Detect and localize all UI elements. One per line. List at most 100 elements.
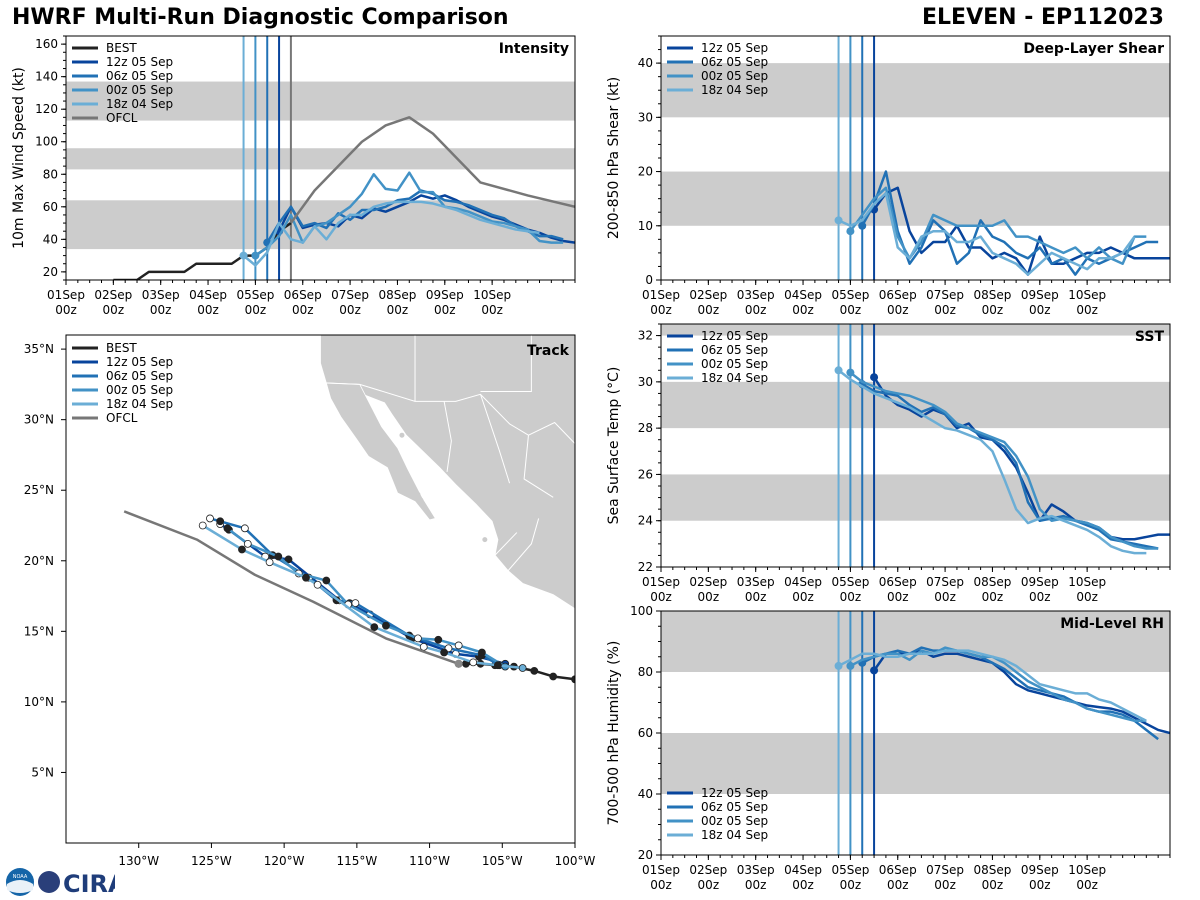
island-2 (399, 432, 405, 438)
intensity-ytick-label: 60 (43, 200, 58, 214)
intensity-xtick-label-hour: 00z (292, 303, 314, 317)
sst-line-00z-05-sep (849, 371, 1159, 550)
state-border-1 (479, 394, 511, 484)
sst-xtick-label-day: 04Sep (784, 575, 822, 589)
intensity-legend-label: 18z 04 Sep (106, 97, 173, 111)
sst-start-00z-05-sep (846, 368, 855, 377)
noaa-wave (7, 880, 33, 893)
rh-xtick-label-day: 02Sep (689, 863, 727, 877)
rh-ylabel: 700-500 hPa Humidity (%) (606, 641, 622, 826)
sst-ytick-label: 24 (638, 514, 653, 528)
intensity-ylabel: 10m Max Wind Speed (kt) (11, 67, 27, 249)
intensity-legend-label: 12z 05 Sep (106, 55, 173, 69)
track-point-00z-05-sep (454, 641, 463, 650)
track-xtick-label: 115°W (336, 854, 377, 868)
track-point-00z-05-sep (434, 635, 443, 644)
sst-legend-label: 18z 04 Sep (701, 371, 768, 385)
sst-band-1 (661, 381, 1170, 429)
storm-id-title: ELEVEN - EP112023 (922, 5, 1164, 30)
intensity-line-ofcl (289, 116, 575, 224)
rh-xtick-label-day: 10Sep (1068, 863, 1106, 877)
state-border-3 (507, 518, 540, 571)
sst-line-06z-05-sep (861, 383, 1159, 550)
sst-panel: 22242628303201Sep00z02Sep00z03Sep00z04Se… (606, 323, 1171, 604)
track-point-00z-05-sep (223, 524, 232, 533)
shear-ytick-label: 0 (645, 273, 653, 287)
track-point-best (530, 666, 539, 675)
rh-ytick-label: 20 (638, 848, 653, 862)
page-title: HWRF Multi-Run Diagnostic Comparison (12, 5, 509, 30)
sst-xtick-label-day: 02Sep (689, 575, 727, 589)
rh-start-18z-04-sep (834, 661, 843, 670)
sst-xtick-label-day: 08Sep (973, 575, 1011, 589)
sst-legend-label: 12z 05 Sep (701, 329, 768, 343)
rh-ytick-label: 60 (638, 726, 653, 740)
rh-series-group (834, 646, 1170, 741)
rh-xtick-label-hour: 00z (650, 878, 672, 892)
track-legend-label: 00z 05 Sep (106, 383, 173, 397)
rh-line-00z-05-sep (849, 646, 1147, 723)
rh-xtick-label-hour: 00z (1076, 878, 1098, 892)
rh-xtick-label-hour: 00z (745, 878, 767, 892)
track-ytick-label: 20°N (24, 554, 54, 568)
shear-xtick-label-day: 01Sep (642, 288, 680, 302)
intensity-xtick-label-hour: 00z (103, 303, 125, 317)
shear-legend-label: 06z 05 Sep (701, 55, 768, 69)
sst-ytick-label: 32 (638, 329, 653, 343)
shear-ytick-label: 10 (638, 219, 653, 233)
sst-xtick-label-day: 10Sep (1068, 575, 1106, 589)
track-legend-label: 18z 04 Sep (106, 397, 173, 411)
rh-xtick-label-hour: 00z (840, 878, 862, 892)
sst-frame (660, 323, 1171, 568)
shear-xtick-label-day: 06Sep (879, 288, 917, 302)
sst-xtick-label-hour: 00z (934, 590, 956, 604)
rh-ytick-label: 80 (638, 665, 653, 679)
intensity-ytick-label: 140 (35, 70, 58, 84)
track-panel: 130°W 125°W 120°W 115°W 110°W 105°W 100°W 5°N 10… (24, 334, 596, 868)
track-xtick-label: 120°W (264, 854, 305, 868)
intensity-ytick-label: 20 (43, 265, 58, 279)
sst-xtick-label-day: 03Sep (737, 575, 775, 589)
intensity-panel: 2040608010012014016001Sep00z02Sep00z03Se… (11, 35, 576, 317)
rh-legend-label: 00z 05 Sep (701, 814, 768, 828)
track-point-00z-05-sep (382, 621, 390, 630)
sst-xtick-label-day: 05Sep (831, 575, 869, 589)
track-line-ofcl (123, 510, 460, 665)
track-point-00z-05-sep (243, 539, 252, 548)
track-xtick-label: 130°W (118, 854, 159, 868)
intensity-legend-label: OFCL (106, 111, 138, 125)
track-point-18z-04-sep (518, 664, 527, 672)
cira-logo-text: CIRA (63, 870, 115, 898)
intensity-ytick-label: 40 (43, 232, 58, 246)
track-legend-label: OFCL (106, 411, 138, 425)
shear-band-1 (661, 63, 1170, 118)
intensity-ytick-label: 80 (43, 167, 58, 181)
rh-xtick-label-hour: 00z (698, 878, 720, 892)
shear-line-12z-05-sep (873, 186, 1170, 276)
shear-line-18z-04-sep (838, 191, 1136, 276)
intensity-xtick-label-hour: 00z (150, 303, 172, 317)
rh-panel: 2040608010001Sep00z02Sep00z03Sep00z04Sep… (606, 604, 1171, 892)
track-map-group (123, 335, 575, 684)
intensity-legend-label: BEST (106, 41, 137, 55)
globe-icon (38, 871, 60, 893)
shear-start-00z-05-sep (846, 227, 855, 236)
sst-legend-label: 06z 05 Sep (701, 343, 768, 357)
intensity-series-group (113, 116, 575, 280)
rh-band-0 (661, 733, 1170, 794)
track-legend-label: 06z 05 Sep (106, 369, 173, 383)
intensity-ytick-label: 100 (35, 135, 58, 149)
intensity-xtick-label-day: 04Sep (189, 288, 227, 302)
sst-xtick-label-hour: 00z (840, 590, 862, 604)
island-0 (368, 432, 374, 438)
sst-xtick-label-day: 01Sep (642, 575, 680, 589)
sst-line-18z-04-sep (837, 369, 1147, 555)
intensity-xtick-label-hour: 00z (434, 303, 456, 317)
shear-ytick-label: 40 (638, 56, 653, 70)
track-line-00z-05-sep (226, 527, 506, 668)
shear-xtick-label-hour: 00z (1029, 303, 1051, 317)
rh-start-12z-05-sep (870, 666, 879, 675)
sst-legend-label: 00z 05 Sep (701, 357, 768, 371)
track-ytick-label: 5°N (31, 765, 54, 779)
sst-xtick-label-day: 09Sep (1021, 575, 1059, 589)
